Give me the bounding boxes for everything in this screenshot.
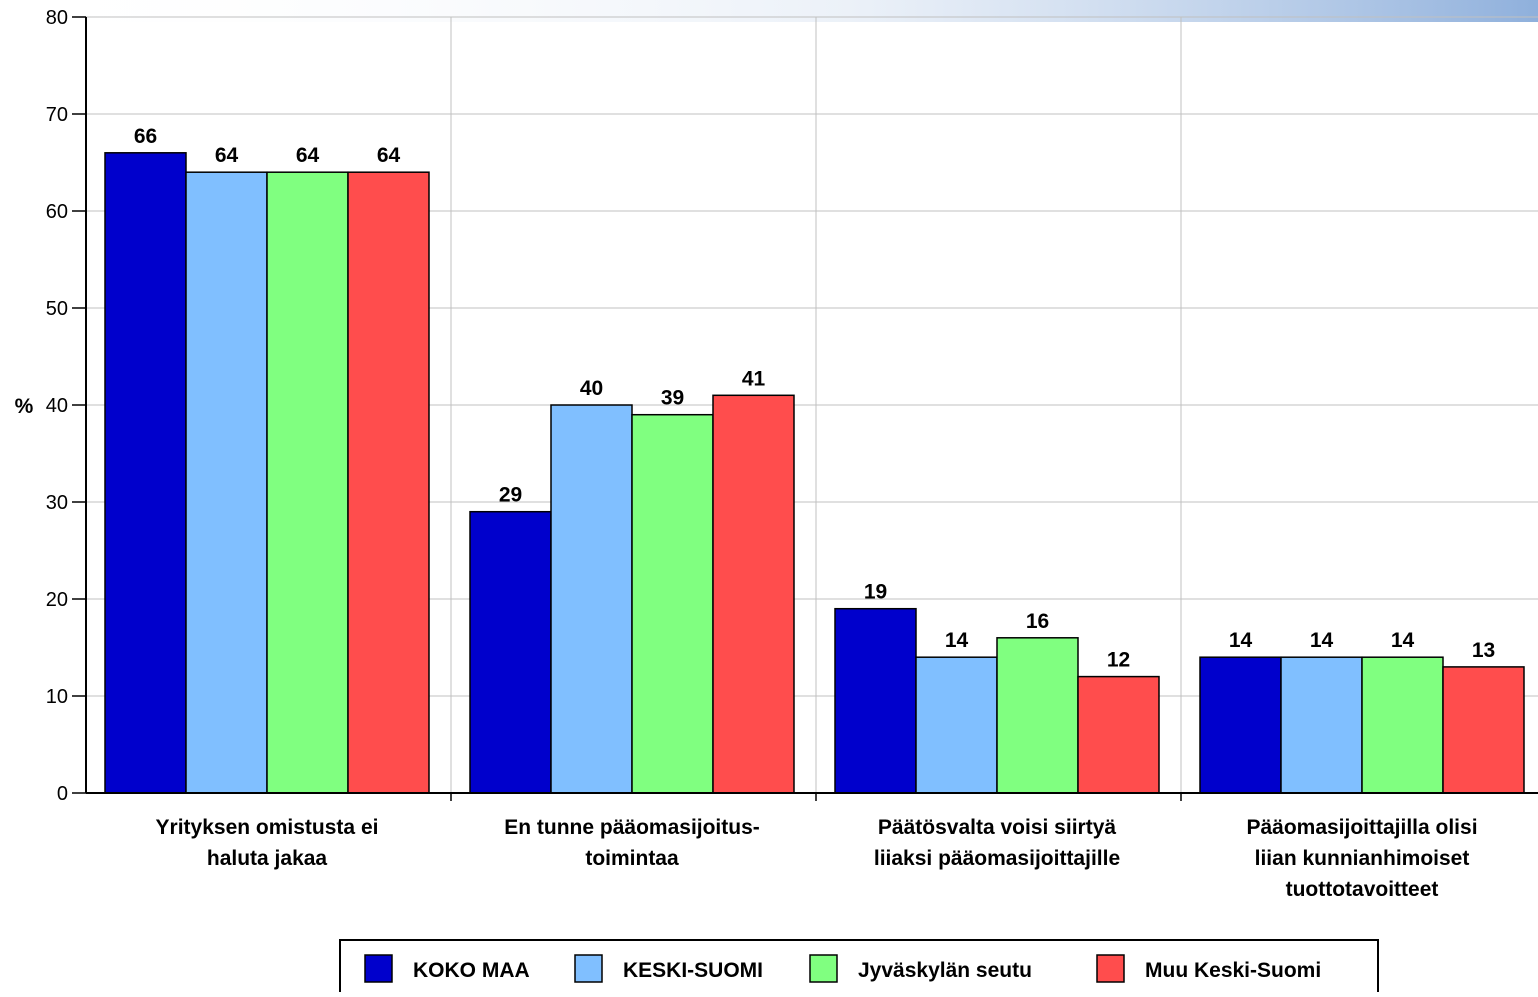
data-label: 64: [215, 144, 239, 167]
y-tick-label: 30: [46, 492, 68, 514]
data-label: 64: [296, 144, 320, 167]
category-label: Pääomasijoittajilla olisi liian kunnianhi…: [1246, 816, 1477, 901]
legend-label: KOKO MAA: [413, 959, 530, 982]
bar: [1280, 656, 1363, 794]
data-label: 29: [499, 484, 522, 507]
data-label: 14: [1229, 629, 1253, 652]
data-label: 14: [1391, 629, 1415, 652]
labels: 66 29 19 14 64 40 14 14 64 39 16 14 64 41 12 13 0 10 20 30 4…: [15, 7, 1496, 901]
category-label: Päätösvalta voisi siirtyä liiaksi pääomas…: [874, 816, 1120, 870]
data-label: 12: [1107, 649, 1130, 672]
bar: [469, 510, 552, 794]
bar: [1361, 656, 1444, 794]
category-label: En tunne pääomasijoitus-toimintaa: [504, 816, 760, 870]
data-label: 64: [377, 144, 401, 167]
y-tick-label: 20: [46, 589, 68, 611]
data-label: 19: [864, 581, 887, 604]
data-label: 13: [1472, 639, 1495, 662]
legend: KOKO MAA KESKI-SUOMI Jyväskylän seutu Muu K…: [339, 939, 1379, 997]
bar: [631, 413, 714, 794]
bar: [550, 404, 633, 794]
y-tick-label: 60: [46, 201, 68, 223]
bar: [1199, 656, 1282, 794]
data-label: 41: [742, 367, 766, 390]
data-label: 16: [1026, 610, 1049, 633]
legend-label: KESKI-SUOMI: [623, 959, 763, 982]
data-label: 40: [580, 377, 603, 400]
bar: [1442, 666, 1525, 794]
bar: [834, 607, 917, 794]
legend-swatch: [809, 954, 838, 983]
y-tick-label: 0: [57, 783, 68, 805]
data-label: 66: [134, 125, 157, 148]
data-label: 14: [945, 629, 969, 652]
header-gradient: [0, 0, 1538, 22]
data-label: 39: [661, 387, 684, 410]
y-tick-label: 80: [46, 7, 68, 29]
bar: [915, 656, 998, 794]
bar: [266, 171, 349, 794]
category-label: Yrityksen omistusta ei haluta jakaa: [156, 816, 379, 870]
y-tick-label: 70: [46, 104, 68, 126]
bar: [104, 152, 187, 794]
data-label: 14: [1310, 629, 1334, 652]
axes: [72, 16, 1538, 801]
legend-swatch: [364, 954, 393, 983]
bar: [712, 394, 795, 794]
legend-box: [339, 939, 1379, 997]
legend-swatch: [1096, 954, 1125, 983]
y-tick-label: 40: [46, 395, 68, 417]
bar: [185, 171, 268, 794]
y-tick-label: 50: [46, 298, 68, 320]
y-tick-label: 10: [46, 686, 68, 708]
bars: [104, 152, 1525, 794]
y-axis-label: %: [15, 395, 34, 418]
bar: [996, 637, 1079, 794]
legend-label: Muu Keski-Suomi: [1145, 959, 1321, 982]
bar: [347, 171, 430, 794]
legend-label: Jyväskylän seutu: [858, 959, 1032, 982]
legend-swatch: [574, 954, 603, 983]
bar: [1077, 675, 1160, 794]
